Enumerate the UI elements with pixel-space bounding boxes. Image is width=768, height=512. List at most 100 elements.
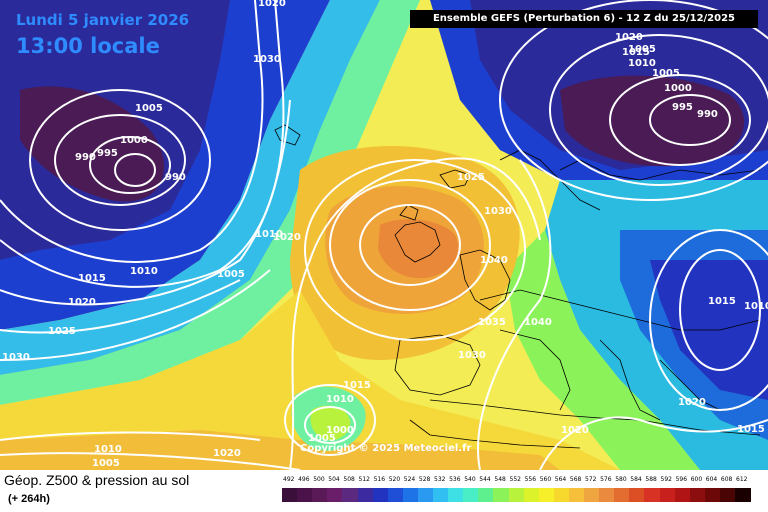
- color-legend: 492 496 500 504 508 512 516 520 524 528 532 536 540 5…: [282, 476, 752, 508]
- legend-swatch: [448, 488, 464, 502]
- pressure-label: 1020: [258, 0, 286, 9]
- legend-swatch: [523, 488, 540, 502]
- legend-value: 592: [660, 476, 672, 483]
- pressure-label: 1025: [48, 326, 76, 337]
- legend-value: 536: [449, 476, 461, 483]
- legend-swatch: [659, 488, 676, 502]
- weather-map: 1020 1030 1005 1000 990 995 990 1015 101…: [0, 0, 768, 470]
- pressure-label: 1000: [120, 135, 148, 146]
- legend-value: 532: [434, 476, 446, 483]
- footer: Géop. Z500 & pression au sol (+ 264h) 49…: [0, 470, 768, 512]
- pressure-label: 1025: [457, 172, 485, 183]
- pressure-label: 1040: [524, 317, 552, 328]
- legend-swatch: [689, 488, 706, 502]
- legend-value: 516: [373, 476, 386, 483]
- pressure-label: 1020: [273, 232, 301, 243]
- legend-swatch: [629, 488, 645, 502]
- legend-swatch: [538, 488, 555, 502]
- pressure-label: 1020: [68, 297, 96, 308]
- legend-value: 520: [388, 476, 401, 483]
- legend-swatch: [644, 488, 660, 502]
- pressure-label: 1010: [94, 444, 122, 455]
- legend-swatch: [553, 488, 570, 502]
- legend-swatch: [402, 488, 419, 502]
- pressure-label: 1010: [628, 58, 656, 69]
- legend-swatch: [282, 488, 298, 502]
- legend-value: 492: [283, 476, 295, 483]
- legend-swatch: [614, 488, 630, 502]
- legend-swatch: [417, 488, 434, 502]
- legend-value: 560: [539, 476, 552, 483]
- legend-value: 588: [645, 476, 657, 483]
- pressure-label: 1005: [628, 44, 656, 55]
- legend-value: 600: [690, 476, 703, 483]
- forecast-time: 13:00 locale: [16, 34, 160, 58]
- legend-swatch: [342, 488, 358, 502]
- legend-value: 540: [464, 476, 476, 483]
- legend-swatch: [704, 488, 721, 502]
- legend-swatch: [508, 488, 525, 502]
- pressure-label: 1000: [326, 425, 354, 436]
- legend-swatch: [493, 488, 509, 502]
- pressure-label: 1020: [678, 397, 706, 408]
- pressure-label: 1030: [458, 350, 486, 361]
- pressure-label: 1015: [622, 47, 650, 58]
- pressure-label: 1005: [92, 458, 120, 469]
- pressure-label: 1005: [217, 269, 245, 280]
- legend-value: 612: [736, 476, 748, 483]
- pressure-label: 1005: [135, 103, 163, 114]
- legend-value: 528: [418, 476, 431, 483]
- map-title: Géop. Z500 & pression au sol: [4, 472, 190, 488]
- pressure-label: 1005: [652, 68, 680, 79]
- legend-value: 576: [600, 476, 612, 483]
- legend-swatch: [387, 488, 404, 502]
- legend-swatch: [433, 488, 449, 502]
- legend-value: 500: [313, 476, 325, 483]
- legend-value: 596: [675, 476, 688, 483]
- legend-swatch: [297, 488, 313, 502]
- pressure-label: 1005: [308, 433, 336, 444]
- copyright-text: Copyright © 2025 Meteociel.fr: [300, 443, 472, 454]
- pressure-label: 1015: [343, 380, 371, 391]
- legend-swatch: [735, 488, 751, 502]
- pressure-label: 1010: [255, 229, 283, 240]
- pressure-label: 1020: [213, 448, 241, 459]
- pressure-label: 1010: [130, 266, 158, 277]
- legend-value: 508: [343, 476, 355, 483]
- legend-value: 608: [720, 476, 733, 483]
- model-run-banner: Ensemble GEFS (Perturbation 6) - 12 Z du…: [410, 10, 758, 28]
- legend-swatch: [463, 488, 479, 502]
- pressure-label: 1020: [561, 425, 589, 436]
- forecast-date: Lundi 5 janvier 2026: [16, 11, 190, 29]
- pressure-label: 1000: [664, 83, 692, 94]
- legend-swatch: [568, 488, 585, 502]
- legend-swatch: [357, 488, 374, 502]
- pressure-label: 1030: [2, 352, 30, 363]
- legend-swatch: [372, 488, 389, 502]
- legend-value: 564: [554, 476, 567, 483]
- pressure-label: 990: [75, 152, 96, 163]
- pressure-label: 1030: [253, 54, 281, 65]
- legend-value: 580: [615, 476, 627, 483]
- pressure-label: 1035: [478, 317, 506, 328]
- map-subtitle: (+ 264h): [8, 493, 50, 505]
- legend-value: 544: [479, 476, 491, 483]
- pressure-label: 1030: [484, 206, 512, 217]
- legend-value: 552: [509, 476, 521, 483]
- pressure-label: 1010: [326, 394, 354, 405]
- legend-swatch: [327, 488, 343, 502]
- legend-value: 572: [585, 476, 597, 483]
- pressure-label: 995: [672, 102, 693, 113]
- pressure-label: 1020: [615, 32, 643, 43]
- pressure-label: 1015: [737, 424, 765, 435]
- legend-value: 556: [524, 476, 537, 483]
- pressure-label: 995: [97, 148, 118, 159]
- legend-swatch: [312, 488, 328, 502]
- legend-value: 504: [328, 476, 340, 483]
- legend-swatch: [674, 488, 691, 502]
- pressure-label: 1015: [708, 296, 736, 307]
- legend-value: 512: [358, 476, 370, 483]
- legend-value: 568: [569, 476, 582, 483]
- legend-swatch: [599, 488, 615, 502]
- legend-value: 548: [494, 476, 506, 483]
